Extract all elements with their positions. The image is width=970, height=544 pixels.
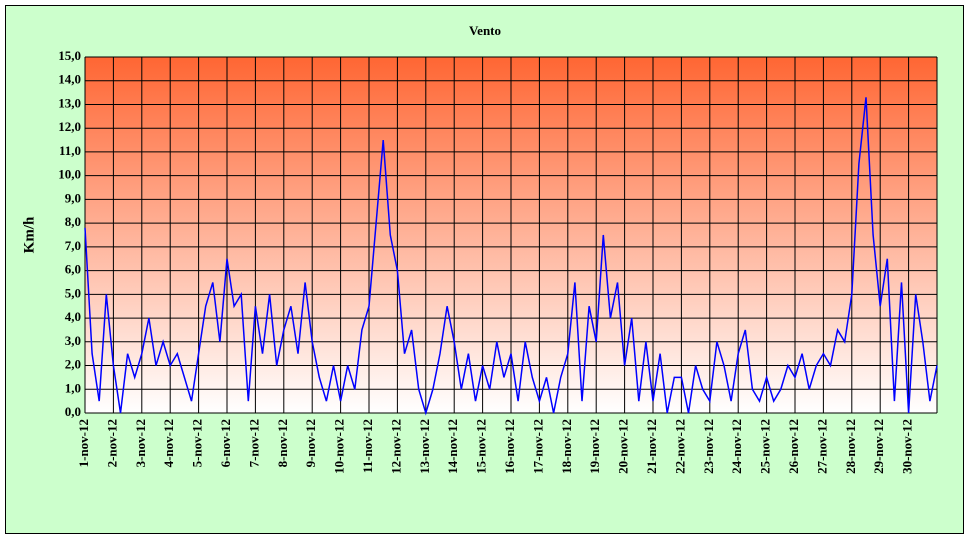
data-line [84,97,938,416]
x-tick-label: 29-nov-12 [871,419,886,474]
x-tick-label: 15-nov-12 [474,419,489,474]
y-axis-label: Km/h [21,216,37,253]
x-tick-label: 1-nov-12 [76,419,91,467]
x-tick-label: 3-nov-12 [133,419,148,467]
x-tick-label: 11-nov-12 [360,419,375,473]
x-tick-label: 5-nov-12 [190,419,205,467]
y-tick-label: 1,0 [65,380,81,395]
x-tick-label: 30-nov-12 [900,419,915,474]
y-tick-label: 2,0 [65,357,81,372]
x-tick-label: 4-nov-12 [161,419,176,467]
y-tick-label: 11,0 [59,143,81,158]
y-tick-label: 12,0 [58,119,81,134]
x-tick-label: 9-nov-12 [303,419,318,467]
chart-title: Vento [469,23,501,38]
x-tick-label: 25-nov-12 [758,419,773,474]
x-tick-label: 17-nov-12 [530,419,545,474]
y-tick-label: 4,0 [65,309,81,324]
y-tick-label: 6,0 [65,262,81,277]
y-tick-label: 0,0 [65,404,81,419]
x-tick-label: 28-nov-12 [843,419,858,474]
x-tick-label: 18-nov-12 [559,419,574,474]
y-tick-label: 9,0 [65,190,81,205]
x-tick-label: 8-nov-12 [275,419,290,467]
x-tick-label: 21-nov-12 [644,419,659,474]
y-tick-label: 15,0 [58,48,81,63]
x-tick-label: 16-nov-12 [502,419,517,474]
x-tick-label: 13-nov-12 [417,419,432,474]
x-tick-label: 19-nov-12 [587,419,602,474]
x-tick-label: 22-nov-12 [672,419,687,474]
x-tick-label: 7-nov-12 [246,419,261,467]
y-tick-label: 13,0 [58,95,81,110]
x-tick-label: 27-nov-12 [814,419,829,474]
x-tick-label: 26-nov-12 [786,419,801,474]
y-tick-label: 8,0 [65,214,81,229]
x-tick-label: 24-nov-12 [729,419,744,474]
x-tick-label: 10-nov-12 [332,419,347,474]
x-tick-label: 23-nov-12 [701,419,716,474]
y-tick-label: 14,0 [58,72,81,87]
y-tick-label: 5,0 [65,285,81,300]
x-tick-label: 12-nov-12 [388,419,403,474]
x-tick-label: 2-nov-12 [104,419,119,467]
y-tick-label: 10,0 [58,167,81,182]
x-tick-label: 6-nov-12 [218,419,233,467]
x-tick-label: 14-nov-12 [445,419,460,474]
x-tick-label: 20-nov-12 [616,419,631,474]
y-tick-label: 7,0 [65,238,81,253]
y-tick-label: 3,0 [65,333,81,348]
